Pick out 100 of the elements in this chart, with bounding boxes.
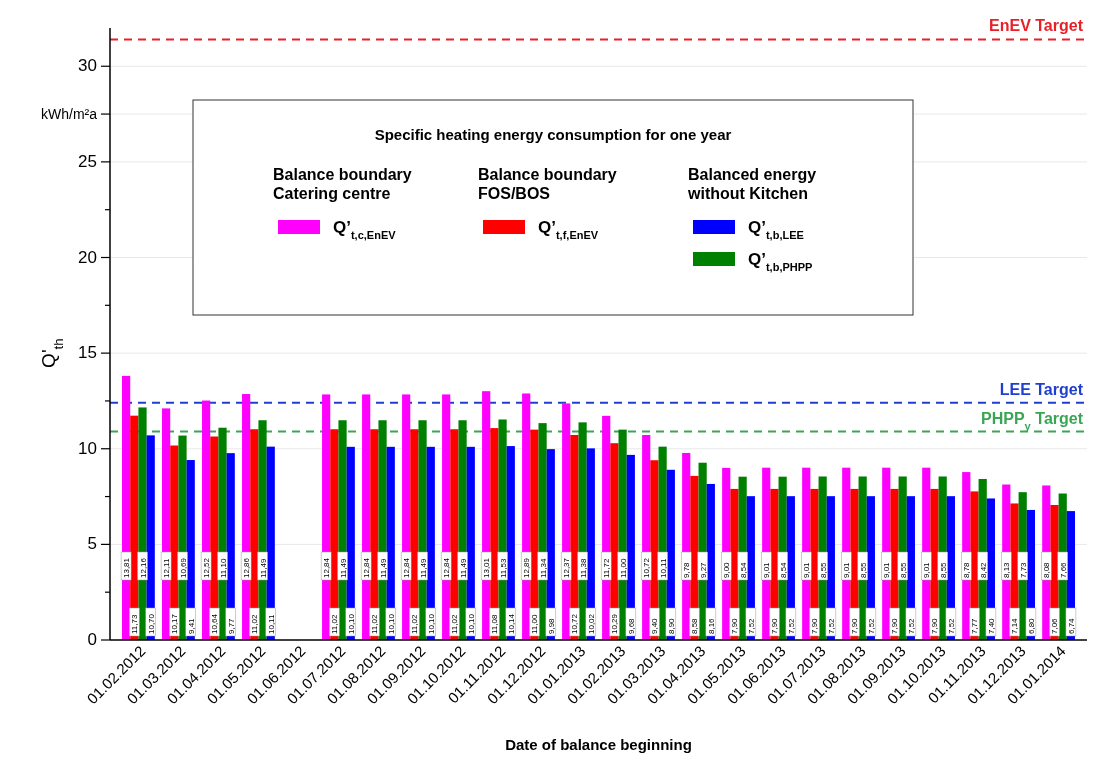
data-label: 10,11 bbox=[266, 614, 276, 634]
data-label: 9,68 bbox=[626, 617, 636, 634]
data-label: 11,00 bbox=[530, 614, 540, 634]
data-label: 13,01 bbox=[482, 557, 492, 578]
data-label: 11,34 bbox=[538, 558, 548, 578]
data-label: 10,10 bbox=[426, 613, 436, 634]
data-label: 11,02 bbox=[450, 614, 460, 634]
data-label: 11,49 bbox=[378, 558, 388, 578]
data-label: 11,02 bbox=[370, 614, 380, 634]
annotation: Balance boundary Catering centre bbox=[273, 166, 412, 202]
data-label: 10,10 bbox=[346, 613, 356, 634]
data-label: 8,55 bbox=[938, 561, 948, 578]
data-label: 11,49 bbox=[418, 558, 428, 578]
data-label: 7,52 bbox=[946, 617, 956, 634]
data-label: 8,42 bbox=[978, 561, 988, 578]
data-label: 12,37 bbox=[562, 557, 572, 578]
data-label: 7,14 bbox=[1010, 617, 1020, 634]
data-label: 7,90 bbox=[770, 617, 780, 634]
data-label: 12,52 bbox=[202, 557, 212, 578]
data-label: 12,84 bbox=[402, 557, 412, 578]
data-label: 7,52 bbox=[786, 617, 796, 634]
data-label: 9,98 bbox=[546, 617, 556, 634]
data-label: 11,49 bbox=[258, 558, 268, 578]
y-tick-label: 5 bbox=[87, 534, 97, 554]
data-label: 9,01 bbox=[922, 561, 932, 578]
data-label: 10,72 bbox=[570, 613, 580, 634]
data-label: 7,66 bbox=[1058, 561, 1068, 578]
y-tick-label: 30 bbox=[78, 56, 97, 76]
data-label: 8,55 bbox=[858, 561, 868, 578]
data-label: 10,17 bbox=[170, 613, 180, 634]
data-label: 9,77 bbox=[226, 617, 236, 634]
legend-title: Specific heating energy consumption for one year bbox=[374, 126, 732, 143]
data-label: 10,14 bbox=[506, 613, 516, 634]
data-label: 10,10 bbox=[466, 613, 476, 634]
data-label: 11,02 bbox=[410, 614, 420, 634]
data-label: 7,52 bbox=[746, 617, 756, 634]
data-label: 10,64 bbox=[210, 613, 220, 634]
data-label: 8,58 bbox=[690, 617, 700, 634]
annotation: Balanced energy without Kitchen bbox=[687, 166, 817, 202]
data-label: 7,73 bbox=[1018, 561, 1028, 578]
data-label: 11,53 bbox=[498, 558, 508, 578]
data-label: 9,78 bbox=[682, 561, 692, 578]
y-tick-label: 0 bbox=[87, 630, 97, 649]
data-label: 7,90 bbox=[730, 617, 740, 634]
data-label: 11,08 bbox=[490, 614, 500, 634]
annotation: Balance boundary FOS/BOS bbox=[478, 166, 617, 202]
legend-label: Q’$_{t,b,PHPP}$ bbox=[748, 250, 813, 273]
data-label: 8,78 bbox=[962, 561, 972, 578]
data-label: 7,52 bbox=[866, 617, 876, 634]
legend-label: Q’$_{t,c,EnEV}$ bbox=[333, 218, 397, 241]
data-label: 7,52 bbox=[826, 617, 836, 634]
data-label: 7,40 bbox=[986, 617, 996, 634]
data-label: 9,27 bbox=[698, 561, 708, 578]
data-label: 10,11 bbox=[658, 558, 668, 578]
data-label: 9,01 bbox=[882, 561, 892, 578]
data-label: 10,02 bbox=[586, 613, 596, 634]
data-label: 10,72 bbox=[642, 557, 652, 578]
data-label: 8,55 bbox=[898, 561, 908, 578]
data-label: 7,06 bbox=[1050, 617, 1060, 634]
legend-label: Q’$_{t,f,EnEV}$ bbox=[538, 218, 599, 241]
data-label: 12,16 bbox=[138, 557, 148, 578]
data-label: 10,10 bbox=[386, 613, 396, 634]
data-label: 8,08 bbox=[1042, 561, 1052, 578]
data-label: 7,90 bbox=[930, 617, 940, 634]
data-label: 12,84 bbox=[362, 557, 372, 578]
data-label: 6,74 bbox=[1066, 617, 1076, 634]
y-tick-label: kWh/m²a bbox=[41, 106, 98, 123]
data-label: 11,49 bbox=[338, 558, 348, 578]
data-label: 7,52 bbox=[906, 617, 916, 634]
data-label: 11,02 bbox=[250, 614, 260, 634]
data-label: 11,72 bbox=[602, 558, 612, 578]
data-label: 7,90 bbox=[850, 617, 860, 634]
y-tick-label: 25 bbox=[78, 151, 97, 171]
data-label: 9,01 bbox=[842, 561, 852, 578]
data-label: 10,69 bbox=[178, 557, 188, 578]
ref-line-label: LEE Target bbox=[999, 380, 1084, 398]
data-label: 12,86 bbox=[242, 557, 252, 578]
data-label: 12,84 bbox=[322, 557, 332, 578]
legend-label: Q’$_{t,b,LEE}$ bbox=[748, 218, 804, 241]
data-label: 8,16 bbox=[706, 617, 716, 634]
y-tick-label: 20 bbox=[78, 247, 97, 267]
x-axis-title: Date of balance beginning bbox=[505, 736, 692, 753]
data-label: 9,01 bbox=[802, 561, 812, 578]
data-label: 7,90 bbox=[810, 617, 820, 634]
data-label: 8,55 bbox=[818, 561, 828, 578]
data-label: 11,10 bbox=[218, 558, 228, 578]
data-label: 13,81 bbox=[122, 557, 132, 578]
data-label: 12,89 bbox=[522, 557, 532, 578]
data-label: 10,70 bbox=[146, 613, 156, 634]
data-label: 9,40 bbox=[650, 617, 660, 634]
data-label: 11,73 bbox=[130, 614, 140, 634]
data-label: 10,29 bbox=[610, 613, 620, 634]
data-label: 12,11 bbox=[162, 558, 172, 578]
ref-line-label: EnEV Target bbox=[989, 17, 1084, 35]
data-label: 6,80 bbox=[1026, 617, 1036, 634]
data-label: 7,77 bbox=[970, 617, 980, 634]
data-label: 8,54 bbox=[778, 561, 788, 578]
data-label: 11,38 bbox=[578, 558, 588, 578]
y-tick-label: 10 bbox=[78, 438, 97, 458]
data-label: 9,01 bbox=[762, 561, 772, 578]
